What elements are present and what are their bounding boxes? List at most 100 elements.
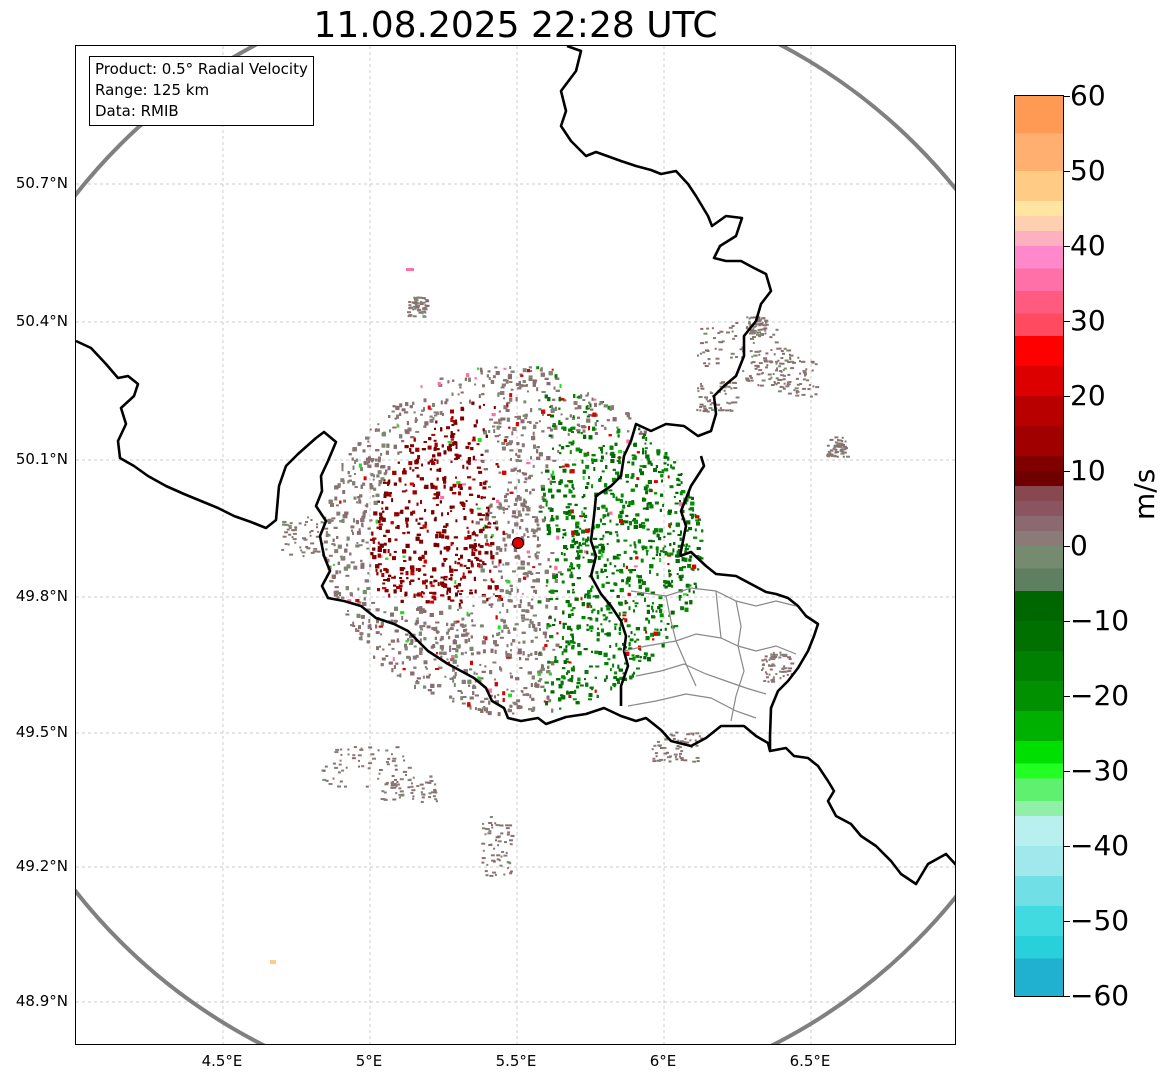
echo-cell-zero — [415, 430, 420, 433]
echo-cell-zero — [507, 631, 511, 634]
echo-cell-zero — [457, 690, 462, 692]
echo-cell-zero — [374, 429, 377, 432]
echo-cell-zero — [388, 643, 391, 646]
echo-cell-approach — [591, 688, 594, 691]
echo-cell-zero — [347, 610, 349, 612]
echo-cell-approach — [610, 686, 613, 691]
echo-cell-zero — [374, 463, 379, 468]
echo-cell-recede — [422, 592, 425, 595]
echo-cell-recede — [453, 569, 458, 572]
echo-cell-zero — [429, 408, 433, 411]
echo-cell-approach — [568, 490, 573, 494]
echo-cell-recede — [408, 556, 412, 561]
echo-cell-approach — [620, 522, 625, 526]
echo-cell-recede — [652, 638, 655, 641]
echo-cell-zero — [551, 407, 555, 410]
echo-cell-approach — [591, 585, 594, 589]
echo-cell-zero — [371, 601, 376, 604]
echo-cell-approach — [572, 607, 576, 610]
echo-cell-approach — [662, 503, 665, 507]
echo-cell-approach — [612, 494, 615, 498]
echo-cell-recede — [409, 466, 412, 470]
echo-cell-recede — [547, 414, 551, 416]
echo-cell-approach — [614, 582, 618, 586]
echo-cell-zero — [464, 651, 467, 654]
echo-cell-zero — [537, 670, 541, 674]
echo-cell-zero — [436, 642, 439, 645]
echo-cell-zero — [413, 411, 416, 414]
echo-cell-approach — [671, 579, 673, 583]
echo-cell-approach — [634, 605, 637, 608]
echo-cell-zero — [381, 657, 386, 661]
echo-cell-zero — [512, 427, 517, 431]
echo-cell-approach — [617, 648, 622, 651]
echo-cell-approach — [570, 562, 573, 566]
echo-cell-recede — [636, 477, 640, 481]
echo-cell-recede — [402, 668, 406, 671]
echo-cell-recede — [494, 682, 498, 687]
echo-cell-approach — [668, 509, 672, 513]
echo-cell-zero — [369, 564, 372, 568]
echo-cell-approach — [555, 597, 559, 600]
echo-cell-approach — [645, 507, 649, 510]
echo-cell-approach — [600, 553, 603, 558]
echo-cell-recede — [495, 463, 499, 466]
echo-cell-approach — [574, 543, 577, 545]
echo-cell-zero — [506, 688, 509, 691]
echo-cell-zero — [457, 608, 459, 611]
echo-cell-approach — [670, 464, 673, 469]
echo-cell-zero — [493, 640, 497, 645]
radar-map[interactable] — [75, 45, 956, 1045]
echo-cell-zero — [541, 391, 546, 393]
echo-cell-approach — [566, 670, 570, 674]
echo-cell-zero — [520, 536, 524, 541]
echo-cell-approach — [651, 540, 655, 543]
echo-cell-recede — [624, 618, 628, 623]
echo-cell-zero — [504, 543, 508, 547]
echo-cell-zero — [495, 551, 499, 555]
echo-cell-approach — [654, 628, 657, 631]
echo-cell-approach — [667, 456, 670, 461]
echo-cell-approach — [544, 394, 548, 399]
echo-cell-zero — [427, 689, 432, 692]
echo-cell-approach — [562, 610, 565, 615]
echo-cell-zero — [343, 566, 348, 571]
echo-cell-approach — [609, 519, 612, 523]
echo-cell-zero — [415, 681, 420, 685]
echo-cell-approach — [668, 573, 671, 578]
echo-cell-approach — [656, 573, 659, 576]
echo-cell-recede — [446, 549, 450, 552]
echo-cell-zero — [539, 669, 543, 674]
echo-cell-zero — [380, 663, 384, 667]
echo-cell-approach — [629, 569, 633, 574]
echo-cell-zero — [527, 602, 531, 607]
echo-cell-zero — [518, 513, 522, 517]
echo-cell-recede — [444, 476, 447, 480]
echo-cell-approach — [582, 475, 585, 480]
echo-cell-zero — [508, 653, 512, 657]
echo-cell-approach — [598, 651, 603, 655]
echo-cell-zero — [449, 677, 452, 680]
echo-cell-zero — [527, 536, 530, 538]
echo-cell-zero — [458, 383, 462, 386]
echo-cell-recede — [443, 578, 448, 581]
echo-cell-zero — [551, 708, 554, 713]
echo-cell-recede — [402, 549, 407, 554]
echo-cell-recede — [339, 500, 342, 504]
echo-cell-approach — [596, 574, 599, 579]
echo-cell-approach — [649, 564, 654, 569]
echo-cell-approach — [690, 567, 694, 570]
echo-cell-zero — [446, 631, 449, 635]
echo-cell-approach — [552, 447, 554, 450]
echo-cell-zero — [416, 677, 421, 680]
echo-cell-recede — [476, 466, 481, 469]
echo-cell-recede — [475, 503, 478, 506]
echo-cell-zero — [342, 490, 346, 494]
echo-cell-approach — [631, 461, 635, 466]
echo-cell-approach — [547, 660, 551, 664]
echo-cell-approach — [686, 594, 689, 597]
echo-cell-zero — [355, 544, 360, 548]
echo-cell-recede — [668, 523, 671, 528]
echo-cell-approach — [577, 643, 581, 647]
echo-cell-zero — [469, 696, 474, 700]
